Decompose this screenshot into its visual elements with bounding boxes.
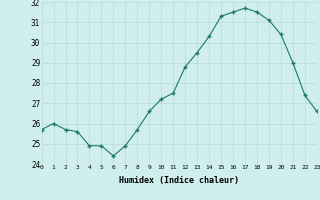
X-axis label: Humidex (Indice chaleur): Humidex (Indice chaleur) (119, 176, 239, 185)
